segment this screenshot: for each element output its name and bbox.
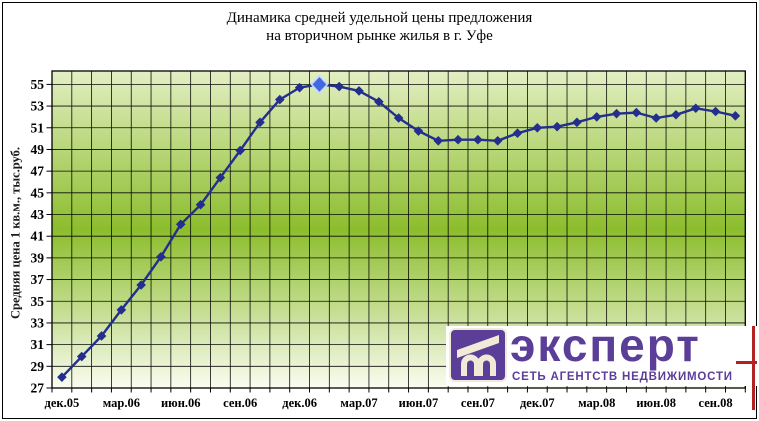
svg-text:39: 39 — [31, 250, 45, 265]
data-point — [492, 135, 503, 146]
svg-text:35: 35 — [31, 294, 45, 309]
chart-title-line2: на вторичном рынке жилья в г. Уфе — [266, 28, 493, 44]
svg-text:мар.07: мар.07 — [340, 396, 377, 410]
data-point — [433, 135, 444, 146]
svg-text:51: 51 — [31, 120, 45, 135]
svg-text:47: 47 — [31, 164, 45, 179]
highlighted-data-point — [310, 74, 329, 95]
svg-text:55: 55 — [31, 77, 45, 92]
data-point — [334, 81, 345, 92]
svg-text:мар.06: мар.06 — [103, 396, 140, 410]
data-point — [532, 122, 543, 133]
data-point — [195, 199, 206, 210]
svg-text:дек.06: дек.06 — [282, 396, 317, 410]
axis-ticks — [46, 83, 746, 393]
expert-brand-text: эксперт — [510, 319, 701, 371]
data-point — [354, 86, 364, 96]
data-point — [136, 280, 146, 290]
data-point — [591, 112, 602, 122]
data-point — [690, 103, 701, 114]
data-point — [671, 109, 681, 120]
svg-text:мар.08: мар.08 — [578, 396, 615, 410]
svg-text:дек.05: дек.05 — [45, 396, 80, 410]
data-point — [572, 117, 582, 128]
data-point-markers — [57, 74, 741, 382]
svg-text:сен.08: сен.08 — [699, 396, 733, 410]
data-point — [255, 117, 265, 128]
expert-logo: эксперт СЕТЬ АГЕНТСТВ НЕДВИЖИМОСТИ — [446, 319, 757, 386]
svg-text:43: 43 — [31, 207, 45, 222]
data-point — [156, 251, 166, 262]
data-point — [651, 113, 661, 123]
data-point — [730, 111, 741, 121]
svg-text:49: 49 — [31, 142, 45, 157]
logo-red-line-vertical — [752, 326, 755, 410]
svg-text:сен.06: сен.06 — [223, 396, 257, 410]
chart-title: Динамика средней удельной цены предложен… — [0, 9, 759, 45]
svg-text:37: 37 — [31, 272, 45, 287]
y-axis-title: Средняя цена 1 кв.м., тыс.руб. — [8, 146, 23, 320]
data-point — [274, 94, 285, 105]
data-point — [552, 121, 562, 132]
data-point — [710, 106, 721, 117]
data-point — [116, 305, 127, 315]
data-point — [294, 82, 305, 93]
aqueduct-arches-icon — [449, 328, 507, 382]
data-point — [175, 219, 186, 230]
gridlines — [52, 71, 746, 388]
data-point — [235, 145, 245, 156]
y-tick-labels: 55 53 51 49 47 45 43 41 39 37 35 33 31 29 27 — [31, 77, 45, 396]
data-point — [631, 107, 642, 118]
data-point — [453, 134, 463, 145]
data-point — [393, 113, 404, 123]
svg-text:27: 27 — [31, 381, 45, 396]
data-point — [76, 351, 87, 362]
data-point — [413, 126, 424, 136]
chart-title-line1: Динамика средней удельной цены предложен… — [226, 10, 533, 26]
expert-subtitle-text: СЕТЬ АГЕНТСТВ НЕДВИЖИМОСТИ — [512, 371, 733, 383]
plot-border — [51, 70, 746, 389]
data-point — [57, 372, 67, 382]
data-point — [96, 331, 107, 341]
svg-text:45: 45 — [31, 185, 45, 200]
svg-text:сен.07: сен.07 — [461, 396, 495, 410]
svg-text:июн.08: июн.08 — [636, 396, 676, 410]
x-tick-labels: дек.05 мар.06 июн.06 сен.06 дек.06 мар.07 июн.… — [45, 396, 733, 410]
data-point — [374, 96, 384, 107]
logo-red-line-horizontal — [736, 361, 757, 364]
svg-text:дек.07: дек.07 — [520, 396, 555, 410]
svg-text:июн.07: июн.07 — [399, 396, 439, 410]
svg-text:31: 31 — [31, 337, 45, 352]
data-point — [215, 172, 226, 183]
data-point — [512, 128, 523, 138]
data-point — [473, 134, 483, 145]
svg-text:33: 33 — [31, 315, 45, 330]
svg-text:41: 41 — [31, 229, 45, 244]
data-point — [611, 108, 622, 119]
svg-text:53: 53 — [31, 99, 45, 114]
svg-text:29: 29 — [31, 359, 45, 374]
svg-text:июн.06: июн.06 — [161, 396, 201, 410]
